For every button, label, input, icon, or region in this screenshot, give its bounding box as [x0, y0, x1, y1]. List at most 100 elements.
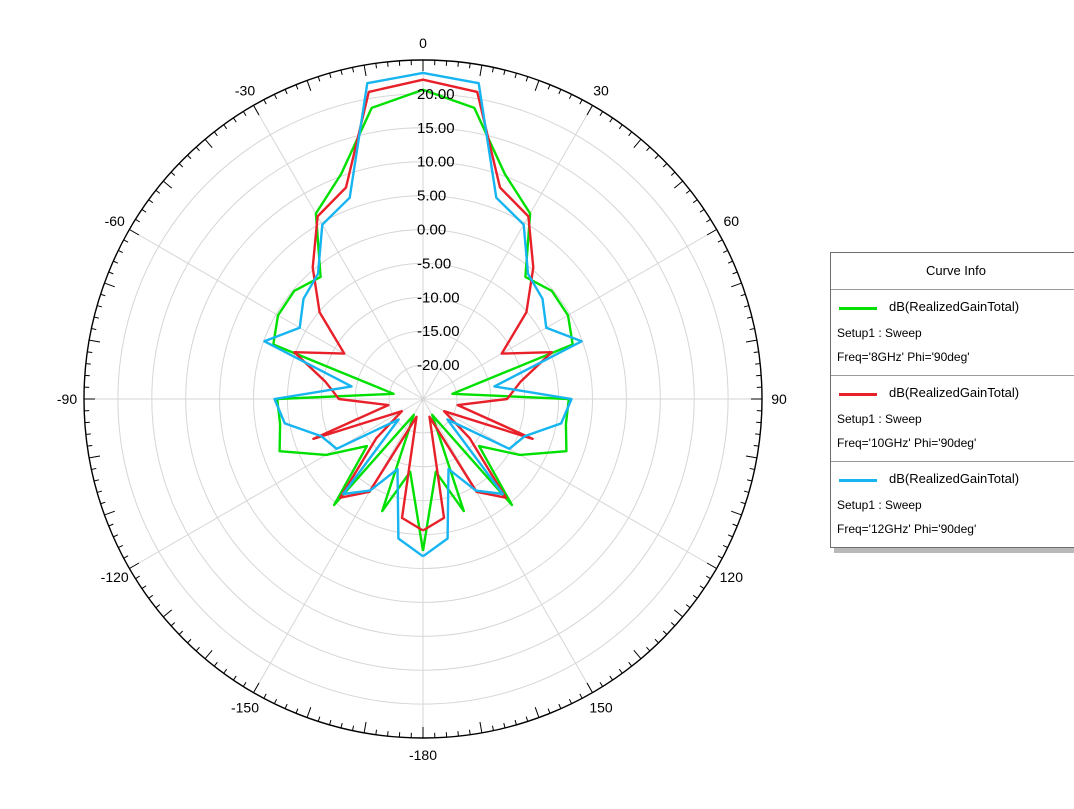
tick-mark — [375, 729, 378, 735]
tick-mark — [586, 682, 593, 693]
tick-mark — [749, 328, 755, 331]
tick-mark — [155, 189, 161, 194]
legend-entry-name: dB(RealizedGainTotal) — [889, 471, 1020, 486]
tick-mark — [618, 124, 623, 130]
tick-mark — [340, 722, 343, 729]
legend-swatch-blue — [839, 479, 877, 482]
angle-tick-label: -120 — [101, 569, 129, 585]
tick-mark — [568, 94, 573, 100]
tick-mark — [746, 479, 753, 482]
tick-mark — [135, 575, 141, 580]
tick-mark — [468, 63, 471, 69]
tick-mark — [746, 316, 753, 319]
tick-mark — [108, 271, 114, 275]
legend-entry-name: dB(RealizedGainTotal) — [889, 385, 1020, 400]
angle-labels: 0 30 60 90 120 150 -180 -150 -120 -90 -60 -30 — [57, 35, 787, 763]
tick-mark — [213, 131, 218, 137]
tick-mark — [547, 84, 551, 90]
tick-mark — [100, 293, 106, 297]
tick-mark — [273, 698, 278, 704]
tick-mark — [87, 444, 93, 447]
tick-mark — [579, 99, 583, 105]
tick-mark — [673, 609, 684, 618]
tick-mark — [609, 675, 613, 681]
curve-series-1 — [293, 78, 553, 532]
tick-mark — [479, 721, 483, 733]
tick-mark — [317, 76, 321, 82]
tick-mark — [525, 716, 529, 722]
tick-mark — [491, 67, 494, 73]
legend-entry-params: Freq='10GHz' Phi='90deg' — [837, 436, 977, 450]
tick-mark — [87, 351, 93, 354]
tick-mark — [123, 555, 129, 559]
tick-mark — [568, 698, 573, 704]
tick-mark — [89, 339, 101, 343]
angle-tick-label: 0 — [419, 35, 427, 51]
tick-mark — [352, 67, 355, 73]
tick-mark — [329, 719, 332, 726]
tick-mark — [123, 239, 129, 243]
tick-mark — [731, 510, 742, 516]
tick-mark — [141, 209, 147, 213]
tick-mark — [223, 124, 228, 130]
tick-mark — [628, 131, 633, 137]
tick-mark — [170, 622, 176, 627]
radial-tick-label: -20.00 — [417, 357, 460, 374]
tick-mark — [187, 154, 192, 160]
legend-entry-name: dB(RealizedGainTotal) — [889, 299, 1020, 314]
tick-mark — [717, 555, 723, 559]
tick-mark — [662, 630, 668, 635]
legend-entry-12ghz: dB(RealizedGainTotal) Setup1 : Sweep Fre… — [831, 462, 1074, 547]
legend-swatch-green — [839, 307, 877, 310]
tick-mark — [618, 668, 623, 674]
legend-entry-params: Freq='12GHz' Phi='90deg' — [837, 522, 977, 536]
tick-mark — [646, 146, 651, 152]
tick-mark — [263, 99, 267, 105]
tick-mark — [731, 282, 742, 288]
grid-spoke — [422, 105, 593, 400]
tick-mark — [162, 180, 173, 189]
tick-mark — [633, 649, 642, 660]
grid-spoke — [129, 229, 424, 400]
tick-mark — [363, 721, 367, 733]
tick-mark — [692, 594, 698, 599]
tick-mark — [96, 490, 103, 493]
angle-tick-label: -60 — [105, 213, 125, 229]
tick-mark — [204, 649, 213, 660]
tick-mark — [141, 585, 147, 589]
tick-mark — [352, 725, 355, 731]
tick-mark — [468, 729, 471, 735]
grid-spoke — [253, 398, 424, 693]
tick-mark — [113, 534, 119, 538]
legend-swatch-red — [839, 393, 877, 396]
tick-mark — [148, 594, 154, 599]
tick-mark — [100, 501, 106, 505]
tick-mark — [732, 523, 738, 527]
tick-mark — [670, 622, 676, 627]
tick-mark — [534, 80, 540, 91]
tick-mark — [195, 646, 200, 652]
tick-mark — [104, 282, 115, 288]
tick-mark — [113, 260, 119, 264]
tick-mark — [503, 69, 506, 76]
angle-tick-label: 60 — [724, 213, 740, 229]
tick-mark — [654, 638, 659, 644]
tick-mark — [317, 716, 321, 722]
tick-mark — [91, 467, 97, 470]
tick-mark — [743, 490, 750, 493]
tick-mark — [599, 111, 604, 117]
curves — [263, 71, 583, 558]
tick-mark — [85, 363, 91, 365]
tick-mark — [242, 111, 247, 117]
tick-mark — [503, 722, 506, 729]
tick-mark — [599, 681, 604, 687]
angle-tick-label: -30 — [235, 83, 255, 99]
tick-mark — [155, 604, 161, 609]
tick-mark — [706, 229, 717, 236]
tick-mark — [129, 562, 140, 569]
legend-entry-setup: Setup1 : Sweep — [837, 326, 922, 340]
angle-tick-label: -150 — [231, 699, 259, 715]
legend-entry-8ghz: dB(RealizedGainTotal) Setup1 : Sweep Fre… — [831, 290, 1074, 376]
tick-mark — [135, 218, 141, 223]
